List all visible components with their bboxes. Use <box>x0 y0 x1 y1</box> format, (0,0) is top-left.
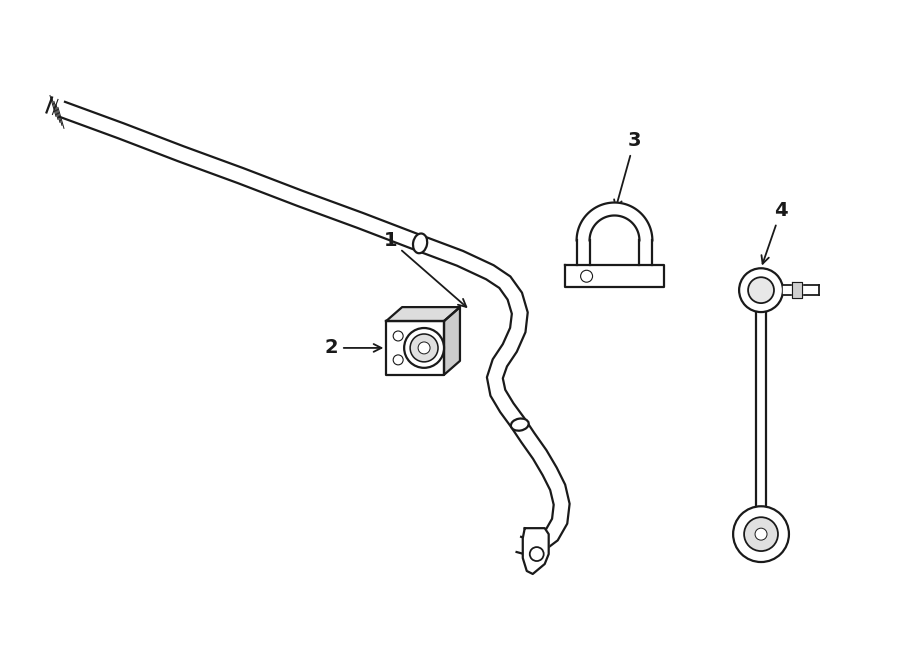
Circle shape <box>530 547 544 561</box>
Polygon shape <box>58 101 570 555</box>
Circle shape <box>734 506 789 562</box>
Text: 2: 2 <box>325 338 382 358</box>
Circle shape <box>739 268 783 312</box>
Text: 1: 1 <box>383 231 466 307</box>
Circle shape <box>748 277 774 303</box>
Circle shape <box>410 334 438 362</box>
Circle shape <box>580 270 592 282</box>
Polygon shape <box>590 215 639 265</box>
Polygon shape <box>756 295 766 529</box>
Polygon shape <box>386 321 444 375</box>
Circle shape <box>393 331 403 341</box>
Polygon shape <box>386 307 460 321</box>
Polygon shape <box>523 528 549 574</box>
Polygon shape <box>564 265 664 287</box>
Polygon shape <box>783 285 819 295</box>
Circle shape <box>393 355 403 365</box>
Circle shape <box>418 342 430 354</box>
Polygon shape <box>444 307 460 375</box>
Circle shape <box>755 528 767 540</box>
Ellipse shape <box>511 418 528 431</box>
Polygon shape <box>792 282 802 298</box>
Ellipse shape <box>413 233 428 253</box>
Text: 4: 4 <box>761 201 788 264</box>
Circle shape <box>744 517 778 551</box>
Polygon shape <box>577 202 652 241</box>
Circle shape <box>404 328 444 368</box>
Text: 3: 3 <box>614 132 641 208</box>
